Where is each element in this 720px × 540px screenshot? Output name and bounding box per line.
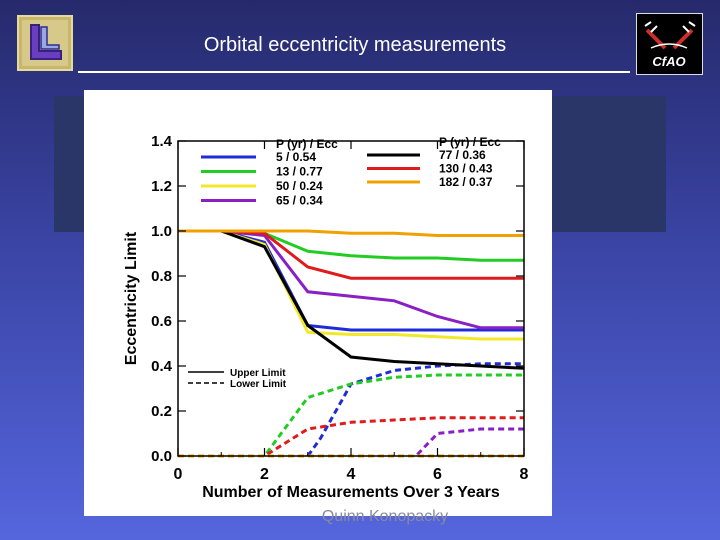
plot-lines [178,229,525,458]
cfao-logo-icon: CfAO [644,21,696,69]
x-tick-label: 6 [433,466,442,483]
upper-limit-line [178,229,525,370]
legend-entry-label: 65 / 0.34 [276,194,323,208]
legend-entry-label: 77 / 0.36 [439,148,486,162]
x-tick-label: 8 [520,466,529,483]
lower-limit-legend-label: Lower Limit [230,379,287,390]
legend-entry-label: 50 / 0.24 [276,179,323,193]
y-tick-label: 0.2 [151,403,172,420]
upper-limit-line [178,229,524,237]
upper-limit-line [178,229,524,341]
lower-limit-line [178,416,524,458]
y-tick-label: 1.2 [151,178,172,195]
eccentricity-chart: 0 2 4 6 8 0.0 0.2 0.4 0.6 0.8 1.0 1.2 1.4 Eccentrici… [123,133,529,501]
upper-limit-line [178,229,524,332]
y-tick-label: 0.4 [151,358,173,375]
y-tick-label: 0.0 [151,448,172,465]
legend-header-right: P (yr) / Ecc [439,135,501,149]
legend-entry-label: 13 / 0.77 [276,165,323,179]
legend-entry-label: 182 / 0.37 [439,175,493,189]
y-axis-label: Eccentricity Limit [123,231,140,365]
x-tick-label: 2 [260,466,269,483]
upper-limit-legend-label: Upper Limit [230,368,286,379]
y-tick-label: 0.6 [151,313,172,330]
legend-header-left: P (yr) / Ecc [276,137,338,151]
y-tick-label: 0.8 [151,268,172,285]
x-axis-label: Number of Measurements Over 3 Years [202,484,500,501]
y-tick-label: 1.0 [151,223,172,240]
chart-panel: 0 2 4 6 8 0.0 0.2 0.4 0.6 0.8 1.0 1.2 1.4 Eccentrici… [84,90,552,516]
legend-entry-label: 5 / 0.54 [276,150,316,164]
limit-legend: Upper Limit Lower Limit [188,368,287,390]
cfao-logo-text: CfAO [652,54,685,69]
author-name: Quinn Konopacky [321,508,449,525]
slide-title: Orbital eccentricity measurements [203,34,507,56]
axis-ticks: 0 2 4 6 8 0.0 0.2 0.4 0.6 0.8 1.0 1.2 1.4 [151,133,528,483]
cfao-logo: CfAO [636,13,703,75]
lab-logo-icon [22,20,68,66]
lower-limit-line [178,362,524,458]
lab-logo [17,15,73,71]
x-tick-label: 4 [347,466,356,483]
title-underline [78,71,630,73]
y-tick-label: 1.4 [151,133,173,150]
x-tick-label: 0 [174,466,183,483]
legend-entry-label: 130 / 0.43 [439,162,493,176]
